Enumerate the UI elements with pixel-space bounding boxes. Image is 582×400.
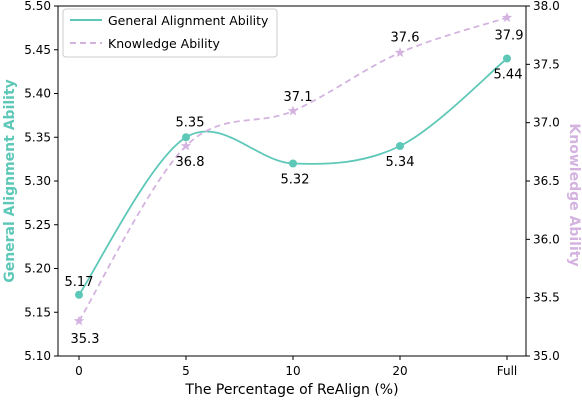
left-y-tick-label: 5.40 <box>24 87 51 101</box>
data-point-knowledge <box>394 47 406 58</box>
left-y-tick-label: 5.30 <box>24 174 51 188</box>
left-y-tick-label: 5.25 <box>24 218 51 232</box>
data-label-general-alignment: 5.17 <box>65 275 94 290</box>
left-y-tick-label: 5.10 <box>24 349 51 363</box>
data-label-knowledge: 37.1 <box>284 90 313 105</box>
right-y-tick-label: 37.5 <box>533 57 560 71</box>
x-tick-label: 0 <box>75 364 83 378</box>
x-tick-label: 20 <box>392 364 407 378</box>
right-y-tick-label: 35.5 <box>533 291 560 305</box>
data-label-general-alignment: 5.44 <box>494 68 523 83</box>
left-y-tick-label: 5.35 <box>24 130 51 144</box>
left-y-tick-label: 5.15 <box>24 305 51 319</box>
data-point-general-alignment <box>289 159 297 168</box>
left-y-axis-title: General Alignment Ability <box>2 79 18 283</box>
data-point-knowledge <box>73 315 85 326</box>
data-label-knowledge: 36.8 <box>176 155 205 170</box>
data-point-general-alignment <box>75 290 83 299</box>
data-point-knowledge <box>287 105 299 116</box>
data-label-knowledge: 37.9 <box>495 29 524 44</box>
data-point-knowledge <box>180 140 192 151</box>
data-label-general-alignment: 5.35 <box>176 115 205 130</box>
left-y-tick-label: 5.20 <box>24 262 51 276</box>
legend-box <box>62 8 278 58</box>
legend-label-general-alignment: General Alignment Ability <box>108 13 269 28</box>
left-y-tick-label: 5.50 <box>24 0 51 13</box>
data-label-general-alignment: 5.32 <box>281 173 310 188</box>
legend: General Alignment Ability Knowledge Abil… <box>62 8 278 58</box>
left-y-tick-label: 5.45 <box>24 43 51 57</box>
right-y-tick-label: 35.0 <box>533 349 560 363</box>
data-label-knowledge: 35.3 <box>71 332 100 347</box>
series-line-knowledge <box>78 16 508 322</box>
x-tick-label: 5 <box>182 364 190 378</box>
right-y-tick-label: 38.0 <box>533 0 560 13</box>
x-tick-label: 10 <box>285 364 300 378</box>
x-axis-title: The Percentage of ReAlign (%) <box>184 382 398 398</box>
right-y-axis-title: Knowledge Ability <box>566 123 582 266</box>
legend-label-knowledge: Knowledge Ability <box>108 36 220 51</box>
series-line-general-alignment <box>78 57 508 296</box>
data-point-general-alignment <box>182 133 190 142</box>
right-y-tick-label: 36.0 <box>533 232 560 246</box>
data-label-general-alignment: 5.34 <box>386 155 415 170</box>
right-y-tick-label: 37.0 <box>533 116 560 130</box>
right-y-tick-label: 36.5 <box>533 174 560 188</box>
data-point-general-alignment <box>503 54 511 63</box>
data-point-general-alignment <box>396 142 404 150</box>
data-point-knowledge <box>501 12 513 23</box>
data-label-knowledge: 37.6 <box>391 31 420 46</box>
x-tick-label: Full <box>497 364 518 378</box>
